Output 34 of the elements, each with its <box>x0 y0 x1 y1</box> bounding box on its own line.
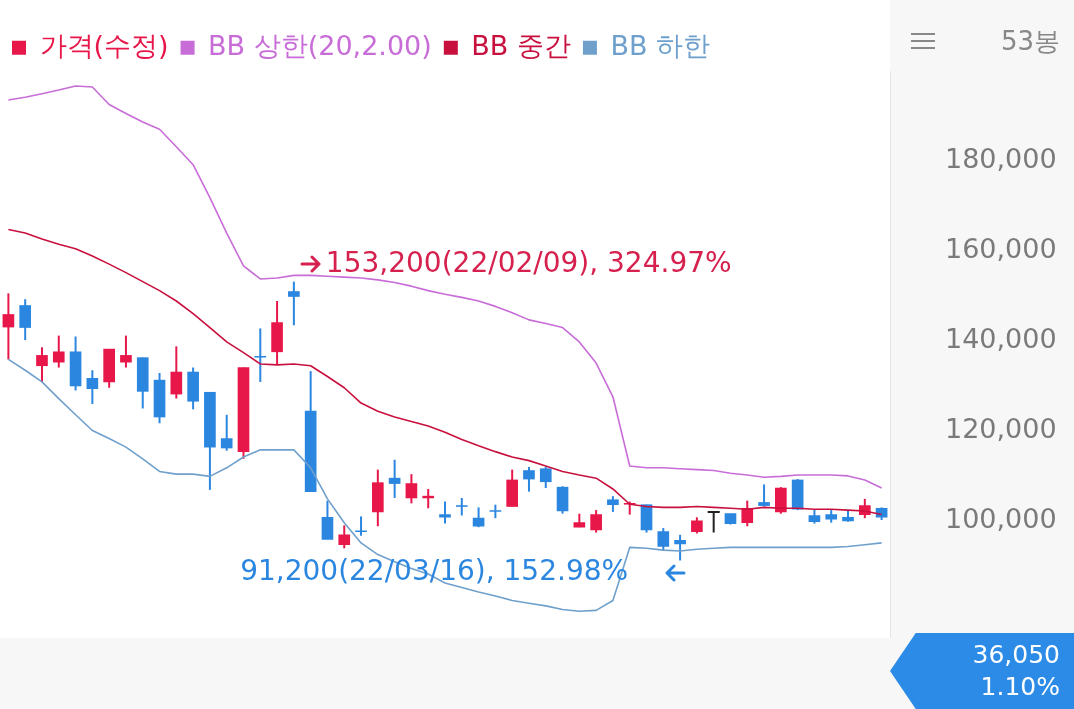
candlestick <box>338 524 351 550</box>
candlestick <box>590 509 602 534</box>
candlestick <box>36 346 48 383</box>
text: 53봉 <box>1000 25 1060 58</box>
y-tick-label: 180,000 <box>945 143 1057 175</box>
y-tick-label: 120,000 <box>945 412 1057 444</box>
y-tick-label: 160,000 <box>945 233 1057 265</box>
text: 36,050 <box>971 639 1060 671</box>
candlestick <box>170 345 183 400</box>
candlestick <box>254 327 267 383</box>
candlestick <box>539 465 552 490</box>
legend-label: BB 중간 <box>471 29 571 61</box>
legend-label: 가격(수정) <box>39 29 169 61</box>
candlestick <box>523 465 535 493</box>
candlestick <box>2 292 15 361</box>
candlestick <box>19 298 32 342</box>
candlestick <box>120 334 132 369</box>
candlestick <box>288 280 300 327</box>
candlestick <box>741 499 754 528</box>
candlestick <box>86 369 99 405</box>
candlestick <box>405 473 418 505</box>
annotation: 153,200(22/02/09), 324.97% <box>325 245 732 279</box>
candlestick <box>321 499 334 541</box>
candlestick <box>220 413 233 452</box>
candlestick <box>52 334 65 369</box>
legend-label: BB 상한(20,2.00) <box>208 29 432 61</box>
candlestick <box>355 515 367 537</box>
candlestick <box>388 458 401 499</box>
legend-label: BB 하한 <box>610 29 711 61</box>
y-tick-label: 140,000 <box>945 323 1057 355</box>
candlestick <box>439 500 451 525</box>
candlestick <box>674 533 686 562</box>
text: 1.10% <box>979 671 1060 703</box>
y-tick-label: 100,000 <box>945 502 1057 534</box>
